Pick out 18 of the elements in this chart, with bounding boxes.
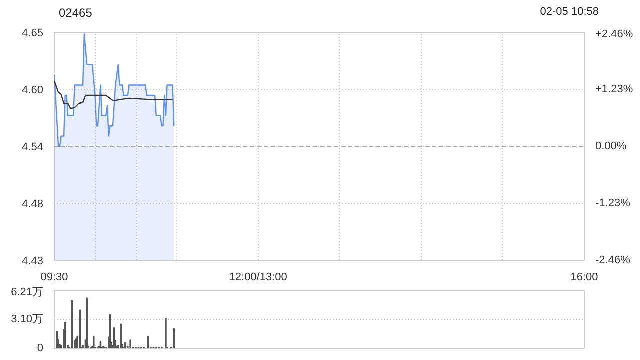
- y-tick-label: 4.43: [22, 256, 44, 268]
- y-tick-label: 3.10万: [11, 314, 44, 326]
- y-tick-label: 4.65: [22, 28, 44, 40]
- y-tick-label: 0: [37, 342, 44, 354]
- text: 02-05 10:58: [540, 5, 599, 20]
- y2-tick-label: +1.23%: [596, 84, 634, 96]
- y2-tick-label: +2.46%: [596, 28, 634, 40]
- y2-tick-label: -2.46%: [596, 254, 631, 266]
- y2-tick-label: 0.00%: [596, 140, 627, 152]
- y-tick-label: 4.48: [22, 198, 44, 210]
- x-tick-label: 09:30: [40, 272, 68, 284]
- y-tick-label: 4.60: [22, 84, 44, 97]
- y2-tick-label: -1.23%: [596, 198, 631, 210]
- x-tick-label: 16:00: [570, 272, 598, 284]
- y-tick-label: 4.54: [22, 142, 44, 154]
- y-tick-label: 6.21万: [11, 286, 44, 298]
- chart-title: 02465: [59, 5, 92, 22]
- x-tick-label: 12:00/13:00: [229, 272, 288, 284]
